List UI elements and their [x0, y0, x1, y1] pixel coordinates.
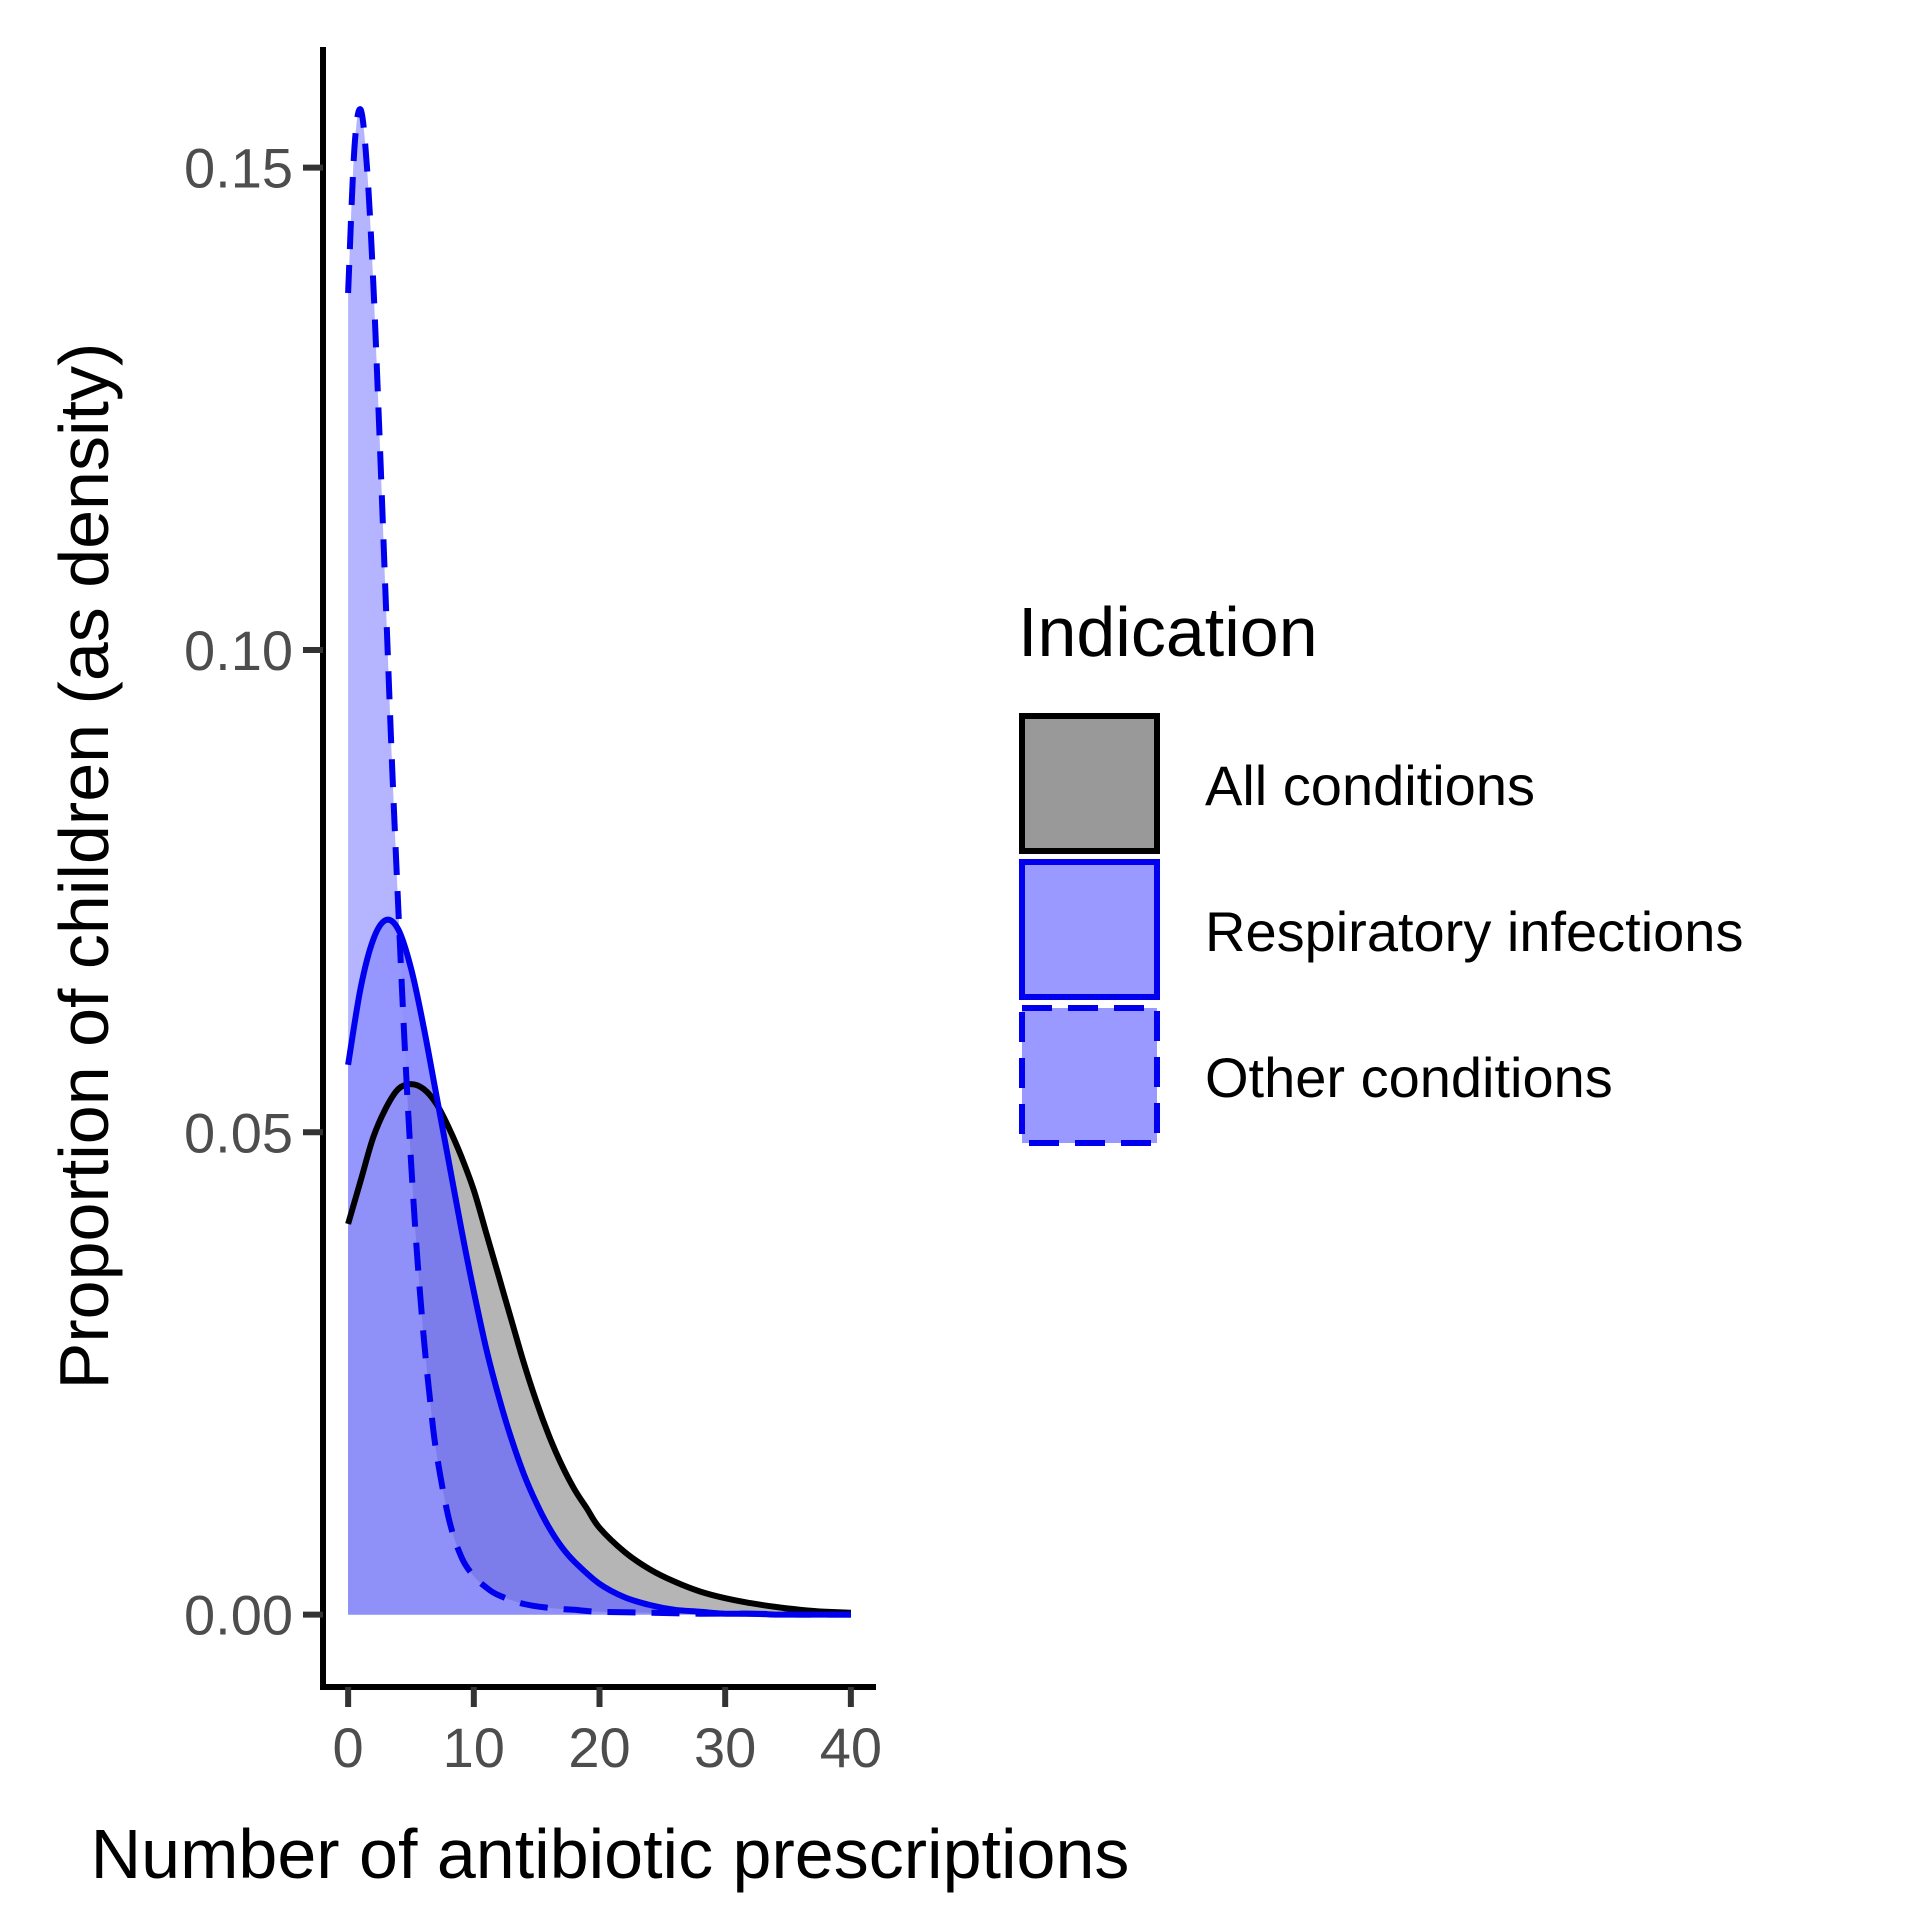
density-areas [348, 109, 851, 1615]
y-tick-label: 0.05 [184, 1101, 293, 1164]
y-tick-label: 0.10 [184, 619, 293, 682]
legend-label-respiratory-infections: Respiratory infections [1205, 900, 1743, 963]
x-axis-title: Number of antibiotic prescriptions [91, 1815, 1130, 1893]
legend-key-all-conditions [1019, 713, 1160, 854]
y-tick-label: 0.15 [184, 137, 293, 200]
legend-key-respiratory-infections [1019, 859, 1160, 1000]
x-tick-label: 40 [820, 1716, 882, 1779]
y-axis-title: Proportion of children (as density) [45, 343, 123, 1390]
legend-label-all-conditions: All conditions [1205, 754, 1535, 817]
x-tick-label: 30 [694, 1716, 756, 1779]
y-axis-ticks: 0.00 0.05 0.10 0.15 [184, 137, 323, 1647]
x-tick-label: 0 [333, 1716, 364, 1779]
area-other-conditions [348, 109, 851, 1615]
line-all-conditions [345, 1081, 851, 1616]
y-tick-label: 0.00 [184, 1584, 293, 1647]
x-axis-ticks: 0 10 20 30 40 [333, 1687, 882, 1779]
area-respiratory-infections [348, 919, 851, 1615]
legend: Indication All conditions Respiratory in… [1018, 593, 1743, 1146]
x-tick-label: 20 [568, 1716, 630, 1779]
legend-label-other-conditions: Other conditions [1205, 1046, 1613, 1109]
density-lines [345, 106, 851, 1618]
legend-title: Indication [1018, 593, 1318, 671]
x-tick-label: 10 [443, 1716, 505, 1779]
legend-key-other-conditions [1019, 1005, 1160, 1146]
line-other-conditions [345, 106, 851, 1618]
line-respiratory-infections [345, 916, 851, 1618]
